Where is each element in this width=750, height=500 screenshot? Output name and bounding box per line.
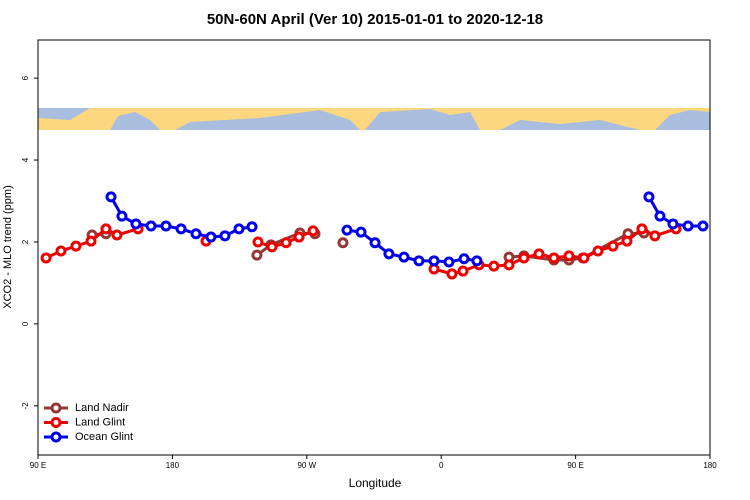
point-marker xyxy=(518,252,530,264)
point-marker xyxy=(233,223,245,235)
point-marker xyxy=(697,220,709,232)
y-tick-label: 6 xyxy=(21,75,30,80)
point-marker xyxy=(457,265,469,277)
map-band xyxy=(38,108,710,130)
point-marker xyxy=(160,220,172,232)
point-marker xyxy=(55,245,67,257)
point-marker xyxy=(607,240,619,252)
point-marker xyxy=(369,237,381,249)
point-marker xyxy=(252,236,264,248)
point-marker xyxy=(443,256,455,268)
point-marker xyxy=(458,253,470,265)
point-marker xyxy=(471,255,483,267)
x-tick-label: 90 E xyxy=(567,461,583,470)
point-marker xyxy=(636,223,648,235)
point-marker xyxy=(563,250,575,262)
legend-marker xyxy=(50,402,62,414)
point-marker xyxy=(130,218,142,230)
chart-title: 50N-60N April (Ver 10) 2015-01-01 to 202… xyxy=(207,11,543,28)
point-marker xyxy=(649,230,661,242)
point-marker xyxy=(337,237,349,249)
series-line xyxy=(109,196,703,264)
x-tick-label: 90 E xyxy=(30,461,46,470)
y-axis-label: XCO2 - MLO trend (ppm) xyxy=(2,185,14,308)
y-tick-label: 4 xyxy=(21,157,30,162)
point-marker xyxy=(341,224,353,236)
legend-label: Land Glint xyxy=(75,416,125,428)
point-marker xyxy=(503,259,515,271)
y-tick-label: 2 xyxy=(21,239,30,244)
point-marker xyxy=(100,223,112,235)
point-marker xyxy=(116,210,128,222)
point-marker xyxy=(383,248,395,260)
point-marker xyxy=(446,268,458,280)
point-marker xyxy=(307,225,319,237)
point-marker xyxy=(643,191,655,203)
point-marker xyxy=(548,252,560,264)
legend-marker xyxy=(50,431,62,443)
point-marker xyxy=(85,235,97,247)
point-marker xyxy=(533,248,545,260)
legend-label: Ocean Glint xyxy=(75,431,133,443)
x-tick-label: 0 xyxy=(439,461,444,470)
point-marker xyxy=(175,223,187,235)
x-tick-label: 180 xyxy=(166,461,180,470)
plot-frame xyxy=(37,39,711,456)
point-marker xyxy=(246,221,258,233)
x-tick-label: 90 W xyxy=(297,461,316,470)
point-marker xyxy=(190,228,202,240)
legend-label: Land Nadir xyxy=(75,402,129,414)
legend-marker xyxy=(50,417,62,428)
point-marker xyxy=(667,218,679,230)
point-marker xyxy=(413,255,425,267)
point-marker xyxy=(578,252,590,264)
point-marker xyxy=(621,235,633,247)
point-marker xyxy=(266,241,278,253)
y-tick-label: 0 xyxy=(21,321,30,326)
point-marker xyxy=(111,229,123,241)
point-marker xyxy=(219,230,231,242)
point-marker xyxy=(40,252,52,264)
x-axis-label: Longitude xyxy=(349,476,402,490)
point-marker xyxy=(488,260,500,272)
point-marker xyxy=(145,220,157,232)
point-marker xyxy=(293,231,305,243)
point-marker xyxy=(592,245,604,257)
point-marker xyxy=(105,191,117,203)
point-marker xyxy=(205,231,217,243)
point-marker xyxy=(654,210,666,222)
point-marker xyxy=(70,240,82,252)
point-marker xyxy=(251,249,263,261)
point-marker xyxy=(428,255,440,267)
point-marker xyxy=(682,220,694,232)
point-marker xyxy=(355,226,367,238)
x-tick-label: 180 xyxy=(703,461,717,470)
point-marker xyxy=(280,237,292,249)
point-marker xyxy=(398,251,410,263)
y-tick-label: -2 xyxy=(21,402,30,410)
